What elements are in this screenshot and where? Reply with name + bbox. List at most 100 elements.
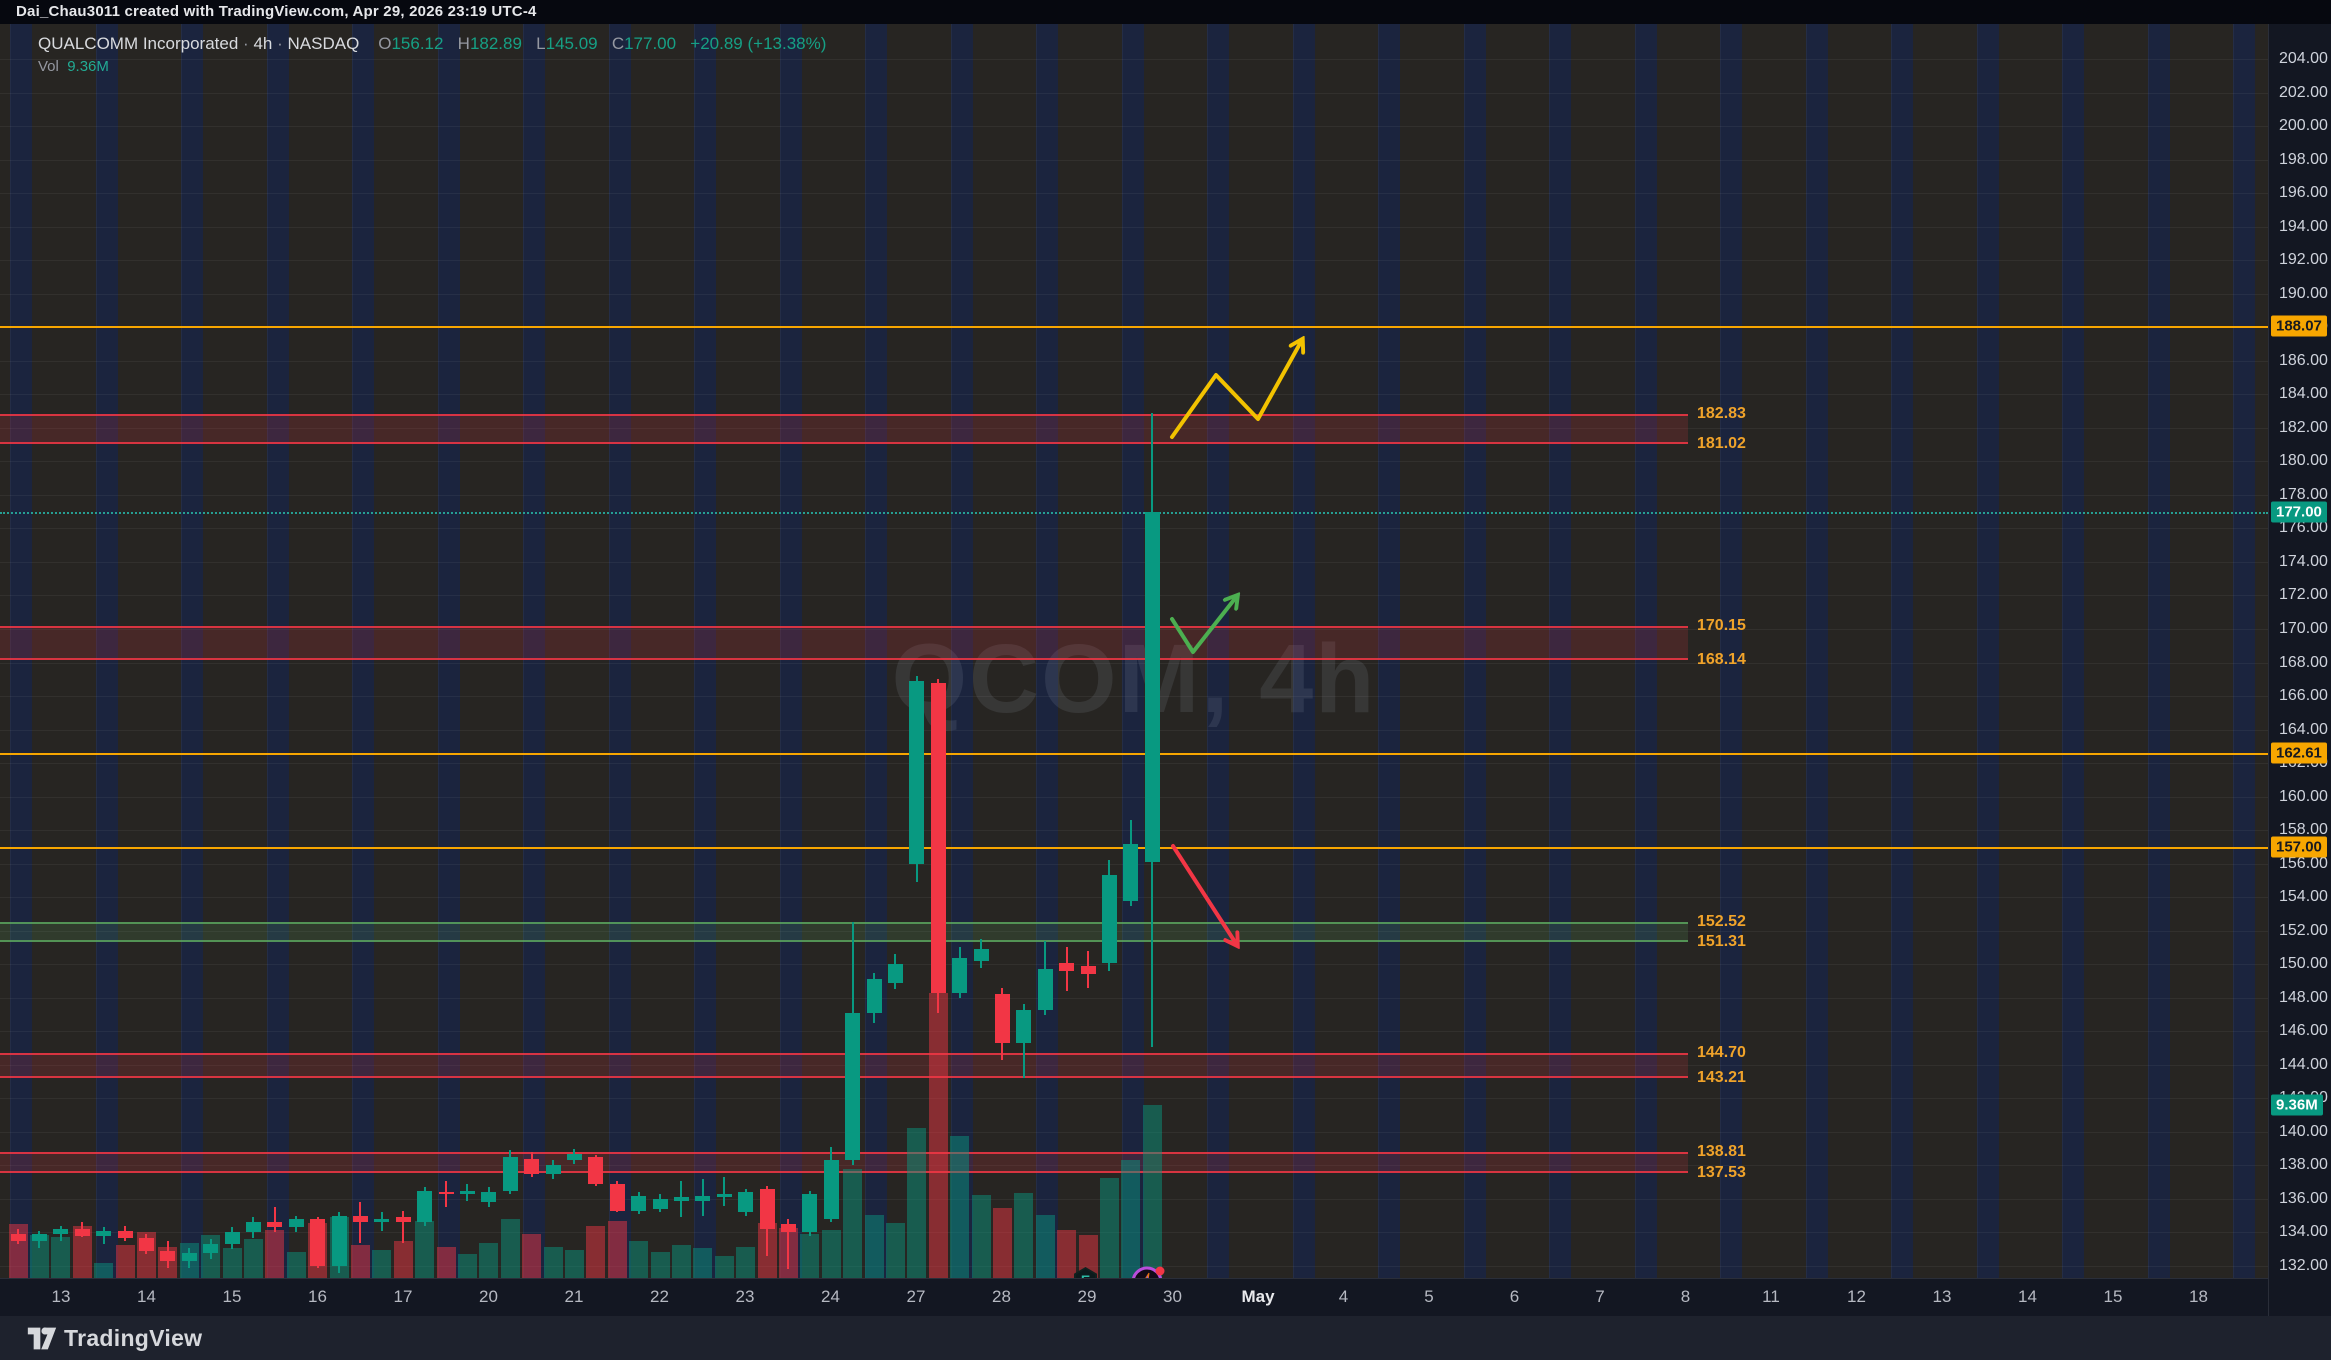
zone-price-label: 137.53 [1697, 1164, 1746, 1182]
zone-price-label: 182.83 [1697, 404, 1746, 422]
session-day-stripe [716, 24, 780, 1278]
price-tick-label: 132.00 [2279, 1257, 2328, 1274]
horizontal-gridline [0, 1098, 2268, 1100]
price-tick-label: 192.00 [2279, 251, 2328, 269]
vertical-gridline [352, 24, 353, 1278]
time-tick-label: 18 [2189, 1287, 2208, 1306]
candle [759, 1188, 775, 1230]
price-axis[interactable]: 204.00 202.00 200.00 198.00 196.00 194.00 192.… [2268, 24, 2331, 1316]
session-night-stripe [1549, 24, 1571, 1278]
candle [1123, 843, 1139, 901]
volume-bar [821, 1229, 841, 1278]
price-zone-red[interactable] [0, 1053, 1688, 1079]
volume-bar [72, 1226, 92, 1278]
volume-bar [350, 1244, 370, 1278]
candle [181, 1252, 197, 1261]
legend-interval[interactable]: 4h [253, 34, 273, 53]
time-tick-label: 20 [479, 1287, 498, 1306]
price-tick-label: 150.00 [2279, 955, 2328, 973]
volume-bar [29, 1235, 49, 1278]
candle [203, 1244, 219, 1253]
tradingview-logo-icon[interactable] [27, 1326, 57, 1351]
volume-bar [115, 1244, 135, 1278]
change-value: +20.89 (+13.38%) [690, 34, 827, 53]
horizontal-gridline [0, 561, 2268, 563]
zone-price-label: 181.02 [1697, 435, 1746, 453]
vertical-gridline [266, 24, 268, 1278]
horizontal-gridline [0, 930, 2268, 932]
price-tick-label: 166.00 [2279, 687, 2328, 705]
tradingview-wordmark[interactable]: TradingView [64, 1325, 203, 1351]
horizontal-gridline [0, 662, 2268, 664]
candle [117, 1230, 133, 1238]
vertical-gridline [2233, 24, 2234, 1278]
time-axis[interactable]: 13 14 15 16 17 20 21 22 23 24 27 28 29 30 May 4 5 6 7 8 11 12… [0, 1278, 2268, 1317]
candle [352, 1215, 368, 1223]
candle [545, 1165, 561, 1174]
horizontal-gridline [0, 494, 2268, 496]
volume-bar [393, 1241, 413, 1278]
volume-bar [1014, 1192, 1034, 1278]
price-tick-label: 190.00 [2279, 284, 2328, 302]
volume-bar [543, 1246, 563, 1278]
price-tick-label: 138.00 [2279, 1156, 2328, 1174]
candle [374, 1219, 390, 1223]
price-zone-red[interactable] [0, 1151, 1688, 1174]
chart-pane[interactable]: 182.83 181.02 170.15 168.14 152.52 151.31 144.… [0, 24, 2268, 1278]
horizontal-gridline [0, 997, 2268, 999]
candle [160, 1250, 176, 1261]
volume-bar [436, 1246, 456, 1278]
price-tick-label: 158.00 [2279, 821, 2328, 839]
price-tick-label: 144.00 [2279, 1055, 2328, 1073]
volume-bar [800, 1233, 820, 1278]
horizontal-gridline [0, 360, 2268, 362]
time-tick-label: 11 [1762, 1287, 1780, 1306]
session-night-stripe [1891, 24, 1913, 1278]
candle [1059, 962, 1075, 971]
orange-price-line[interactable] [0, 752, 2268, 755]
volume-bar [693, 1248, 713, 1278]
price-axis-badge: 188.07 [2271, 315, 2327, 337]
time-tick-label: 28 [992, 1287, 1011, 1306]
price-zone-green[interactable] [0, 922, 1688, 943]
candle-wick [402, 1210, 405, 1243]
legend-symbol[interactable]: QUALCOMM Incorporated [38, 34, 239, 53]
flash-events-icon[interactable] [1128, 1262, 1168, 1278]
vertical-gridline [1549, 24, 1550, 1278]
time-tick-label: 30 [1163, 1287, 1182, 1306]
volume-bar [864, 1215, 884, 1278]
volume-bar [265, 1229, 285, 1278]
vertical-gridline [608, 24, 610, 1278]
volume-bar [286, 1252, 306, 1278]
session-night-stripe [2233, 24, 2255, 1278]
session-day-stripe [1827, 24, 1891, 1278]
session-day-stripe [1571, 24, 1635, 1278]
legend[interactable]: QUALCOMM Incorporated · 4h · NASDAQ O156… [38, 34, 827, 53]
session-day-stripe [887, 24, 951, 1278]
vertical-gridline [2147, 24, 2149, 1278]
price-tick-label: 148.00 [2279, 988, 2328, 1006]
zone-price-label: 143.21 [1697, 1069, 1746, 1087]
session-night-stripe [779, 24, 802, 1278]
horizontal-gridline [0, 126, 2268, 128]
orange-price-line[interactable] [0, 326, 2268, 329]
candle [631, 1195, 647, 1211]
session-day-stripe [1400, 24, 1464, 1278]
candle [1101, 875, 1117, 963]
price-zone-red[interactable] [0, 626, 1688, 661]
time-tick-label: 13 [51, 1287, 71, 1306]
price-tick-label: 196.00 [2279, 184, 2328, 202]
session-night-stripe [865, 24, 887, 1278]
session-day-stripe [545, 24, 609, 1278]
earnings-marker[interactable]: E [1074, 1267, 1097, 1278]
zone-price-label: 170.15 [1697, 617, 1746, 635]
horizontal-gridline [0, 696, 2268, 698]
vertical-gridline [1463, 24, 1465, 1278]
price-zone-red[interactable] [0, 413, 1688, 445]
session-night-stripe [181, 24, 203, 1278]
vertical-gridline [95, 24, 97, 1278]
candle [609, 1183, 625, 1211]
time-tick-label: 13 [1932, 1287, 1952, 1306]
session-night-stripe [608, 24, 631, 1278]
price-tick-label: 174.00 [2279, 552, 2328, 570]
